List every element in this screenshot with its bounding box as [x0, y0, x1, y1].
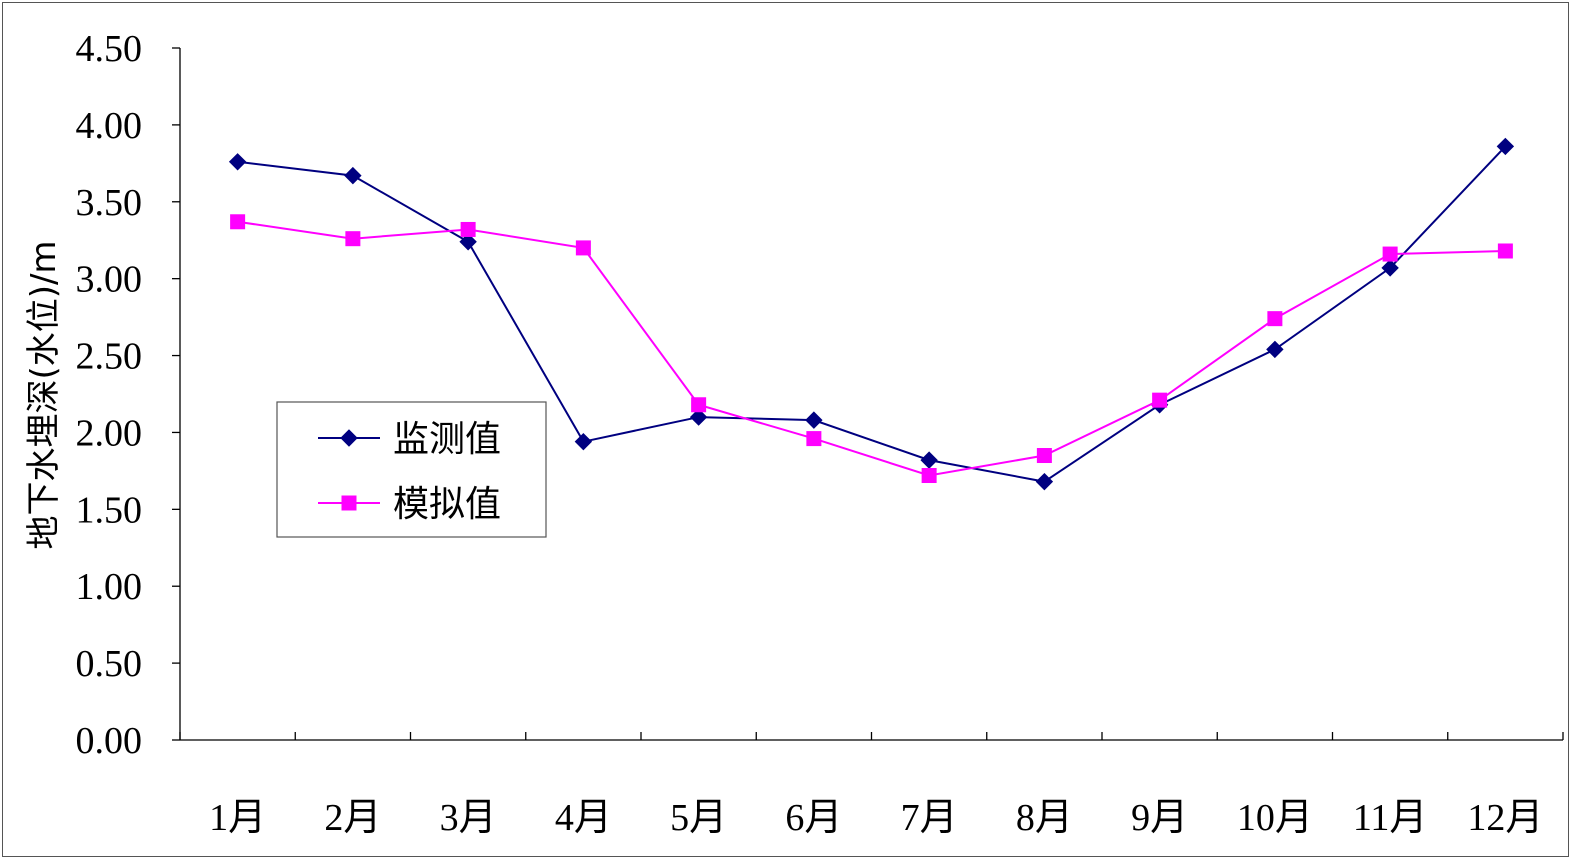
data-point [460, 221, 476, 237]
y-axis: 0.00 0.50 1.00 1.50 2.00 2.50 3.00 3.50 4.00 4.50 [76, 28, 181, 762]
y-tick-label: 2.50 [76, 336, 143, 378]
series-2 [230, 214, 1513, 484]
data-point [230, 214, 246, 230]
data-point [806, 431, 822, 447]
data-point [1382, 246, 1398, 262]
y-tick-label: 3.00 [76, 259, 143, 301]
data-point [1266, 340, 1284, 359]
x-tick-label: 1月 [209, 797, 266, 839]
x-tick-label: 5月 [670, 797, 727, 839]
data-point [1035, 472, 1054, 491]
data-point [689, 408, 708, 426]
x-axis: 1月 2月 3月 4月 5月 6月 7月 8月 9月 10月 11月 12月 [179, 732, 1564, 839]
data-point [574, 432, 593, 451]
legend-label: 监测值 [393, 419, 501, 460]
data-point [921, 468, 937, 484]
data-point [1381, 259, 1399, 277]
data-point [575, 240, 591, 256]
data-point [1497, 243, 1513, 259]
data-point [805, 411, 823, 429]
legend-marker [340, 429, 358, 447]
data-point [1496, 137, 1515, 156]
data-point [691, 397, 707, 413]
data-point [1267, 311, 1283, 327]
data-point [344, 166, 362, 185]
x-tick-label: 12月 [1467, 797, 1543, 839]
y-tick-label: 1.00 [76, 566, 143, 608]
y-tick-label: 4.00 [76, 105, 143, 147]
y-tick-label: 0.50 [76, 643, 143, 685]
y-tick-label: 2.00 [76, 412, 143, 454]
x-tick-label: 9月 [1131, 797, 1188, 839]
series-layer [228, 137, 1515, 491]
data-point [920, 451, 938, 469]
data-point [345, 231, 361, 247]
data-point [228, 153, 247, 171]
x-tick-label: 10月 [1237, 797, 1313, 839]
x-tick-label: 8月 [1016, 797, 1073, 839]
x-tick-label: 4月 [555, 797, 612, 839]
x-tick-label: 7月 [901, 797, 958, 839]
y-tick-label: 1.50 [76, 489, 143, 531]
data-point [459, 233, 477, 251]
legend-marker [341, 495, 357, 511]
y-tick-label: 3.50 [76, 182, 143, 224]
legend-box [276, 401, 547, 538]
legend-label: 模拟值 [393, 484, 501, 525]
data-point [1152, 392, 1168, 408]
series-line [237, 220, 1506, 477]
x-tick-label: 11月 [1353, 797, 1428, 839]
x-tick-label: 6月 [785, 797, 842, 839]
x-tick-label: 3月 [440, 797, 497, 839]
y-tick-label: 0.00 [76, 720, 143, 762]
data-point [1036, 448, 1052, 464]
y-axis-title: 地下水埋深(水位)/m [24, 240, 64, 549]
x-tick-label: 2月 [324, 797, 381, 839]
y-tick-label: 4.50 [76, 28, 143, 70]
